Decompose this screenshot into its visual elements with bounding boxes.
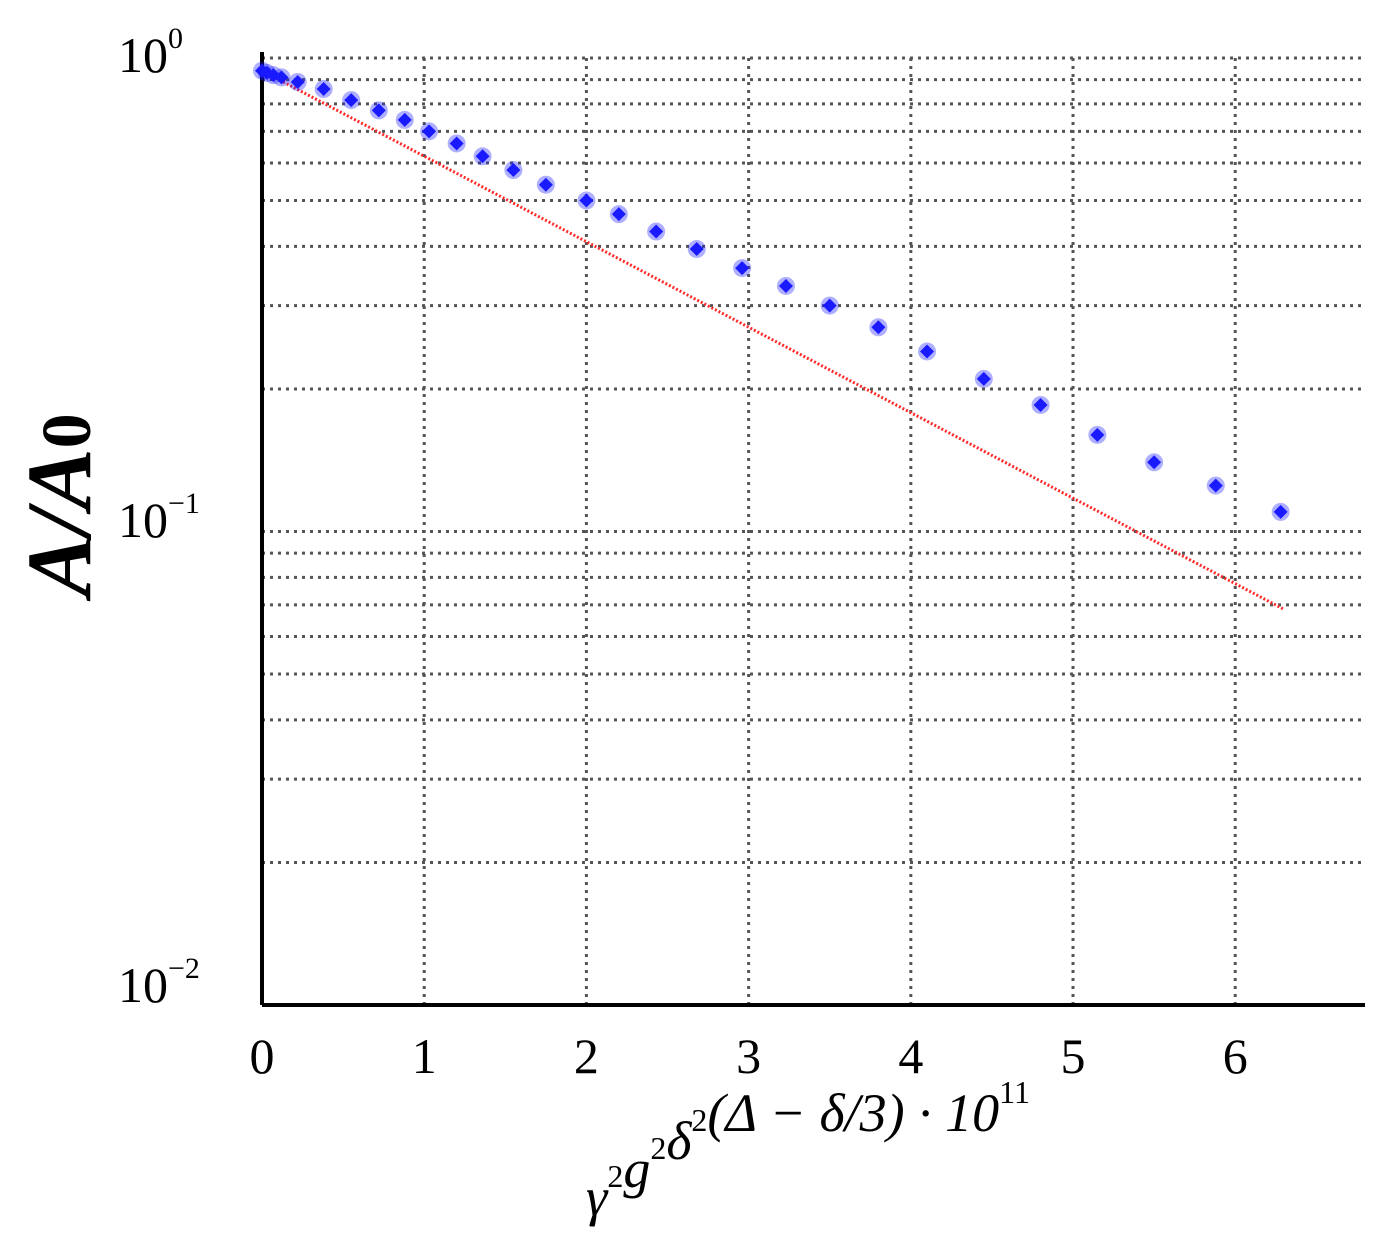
y-tick-label: 100: [118, 22, 183, 83]
y-tick-labels: 100 10−1 10−2: [118, 22, 200, 1013]
grid: [262, 56, 1365, 1005]
x-tick-label: 2: [574, 1028, 599, 1084]
x-tick-label: 6: [1223, 1028, 1248, 1084]
data-point: [272, 68, 291, 87]
data-point: [288, 72, 307, 91]
data-point: [1271, 502, 1290, 521]
data-point: [1206, 476, 1225, 495]
data-point: [820, 296, 839, 315]
data-point: [776, 276, 795, 295]
data-point: [974, 369, 993, 388]
data-point: [473, 147, 492, 166]
x-tick-label: 5: [1061, 1028, 1086, 1084]
data-point: [369, 101, 388, 120]
axes: [260, 52, 1365, 1007]
data-point: [1088, 425, 1107, 444]
data-point: [536, 175, 555, 194]
data-points: [253, 61, 1290, 521]
data-point: [1031, 395, 1050, 414]
data-point: [687, 240, 706, 259]
x-tick-label: 4: [898, 1028, 923, 1084]
fit-series: [261, 69, 1285, 611]
data-point: [647, 222, 666, 241]
data-point: [447, 134, 466, 153]
data-point: [342, 91, 361, 110]
data-point: [609, 205, 628, 224]
x-tick-label: 3: [736, 1028, 761, 1084]
data-point: [918, 342, 937, 361]
data-point: [869, 318, 888, 337]
data-point: [577, 191, 596, 210]
x-tick-label: 1: [412, 1028, 437, 1084]
data-point: [420, 122, 439, 141]
data-point: [733, 259, 752, 278]
x-tick-label: 0: [250, 1028, 275, 1084]
data-point: [504, 161, 523, 180]
data-point: [314, 80, 333, 99]
y-axis-title: A/A0: [8, 413, 110, 601]
data-point: [395, 110, 414, 129]
fit-line: [261, 69, 1285, 611]
y-axis-label: A/A0: [8, 413, 110, 601]
x-tick-labels: 0 1 2 3 4 5 6: [250, 1028, 1248, 1084]
y-tick-label: 10−2: [118, 952, 200, 1013]
x-axis-title: γ2g2δ2(Δ − δ/3) · 1011: [586, 1074, 1030, 1227]
data-point: [1145, 453, 1164, 472]
x-axis-label: γ2g2δ2(Δ − δ/3) · 1011: [586, 1074, 1030, 1227]
y-tick-label: 10−1: [118, 487, 200, 548]
